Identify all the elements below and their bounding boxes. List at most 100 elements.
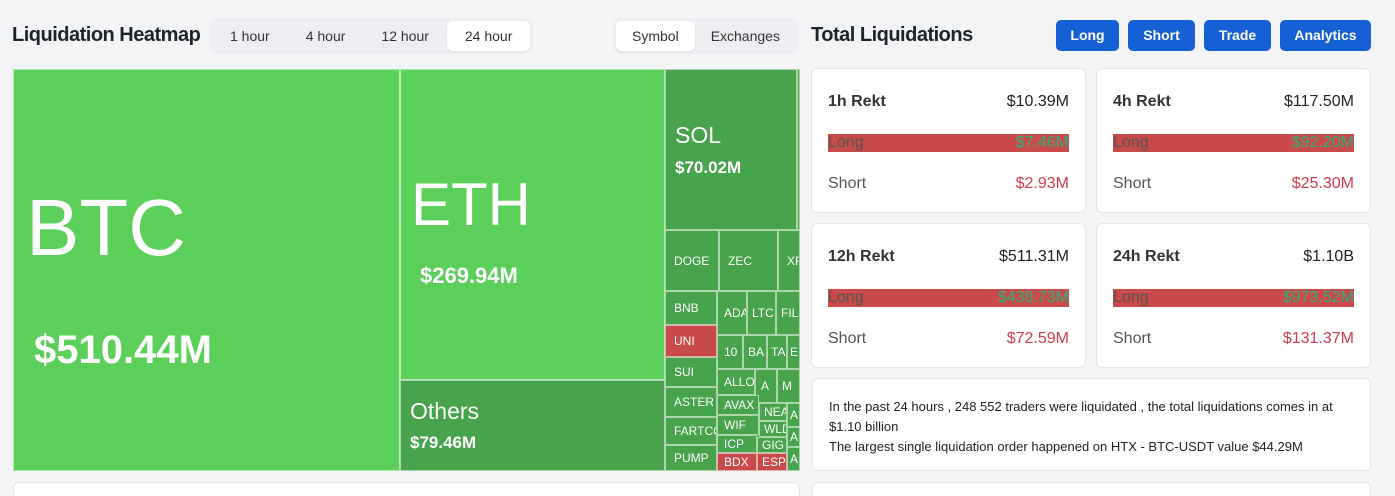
rekt-label: 4h Rekt xyxy=(1113,93,1171,110)
tab-exchanges[interactable]: Exchanges xyxy=(710,28,780,44)
tile-zec[interactable]: ZEC xyxy=(719,230,778,291)
rekt-card-12h: 12h Rekt $511.31M Long $438.73M Short $72.5… xyxy=(811,223,1086,368)
tile-pump-symbol: PUMP xyxy=(674,451,709,465)
long-value: $92.20M xyxy=(1291,134,1354,151)
analytics-button[interactable]: Analytics xyxy=(1280,20,1371,51)
tile-near-symbol: NEA xyxy=(764,405,787,419)
short-value: $72.59M xyxy=(1006,330,1069,347)
tile-wif-symbol: WIF xyxy=(724,418,746,432)
tile-avax-symbol: AVAX xyxy=(724,398,755,412)
short-value: $2.93M xyxy=(1015,175,1069,192)
tile-others[interactable]: Others $79.46M xyxy=(400,380,665,471)
tile-a4[interactable]: A xyxy=(787,447,800,471)
tile-wif[interactable]: WIF xyxy=(717,415,759,435)
bottom-panel-left xyxy=(13,482,800,496)
long-label: Long xyxy=(1113,134,1149,151)
time-range-selector: 1 hour 4 hour 12 hour 24 hour xyxy=(209,18,534,54)
rekt-label: 12h Rekt xyxy=(828,248,895,265)
short-label: Short xyxy=(828,330,867,347)
tile-10[interactable]: 10 xyxy=(717,335,743,369)
tile-eth-value: $269.94M xyxy=(420,263,518,288)
tile-ada[interactable]: ADA xyxy=(717,291,747,335)
tile-fartcoin-symbol: FARTCO xyxy=(674,424,716,438)
tile-others-value: $79.46M xyxy=(410,433,477,452)
rekt-label: 1h Rekt xyxy=(828,93,886,110)
tile-icp[interactable]: ICP xyxy=(717,435,757,453)
tile-ta[interactable]: TA xyxy=(767,335,787,369)
heatmap-title: Liquidation Heatmap xyxy=(12,24,201,46)
short-button[interactable]: Short xyxy=(1128,20,1195,51)
tile-bnb-symbol: BNB xyxy=(674,301,699,315)
tile-gig[interactable]: GIG xyxy=(757,437,787,453)
action-buttons: Long Short Trade Analytics xyxy=(1056,20,1371,51)
tile-doge[interactable]: DOGE xyxy=(665,230,719,291)
tile-m-symbol: M xyxy=(782,379,792,393)
tile-a3-symbol: A xyxy=(790,430,799,444)
tile-wld[interactable]: WLD xyxy=(759,421,787,437)
tile-btc-symbol: BTC xyxy=(26,183,186,272)
tile-e-symbol: E xyxy=(790,345,799,359)
tile-wld-symbol: WLD xyxy=(764,422,786,436)
tile-aster-symbol: ASTER xyxy=(674,395,715,409)
tile-xrp-symbol: XR xyxy=(787,253,799,268)
long-button[interactable]: Long xyxy=(1056,20,1119,51)
tile-ta-symbol: TA xyxy=(771,345,786,359)
short-value: $131.37M xyxy=(1282,330,1354,347)
summary-line-1: In the past 24 hours , 248 552 traders w… xyxy=(829,399,1333,434)
tab-4-hour[interactable]: 4 hour xyxy=(305,28,346,44)
tile-eth-symbol: ETH xyxy=(411,171,531,238)
tile-a2[interactable]: A xyxy=(787,403,800,427)
tile-a3[interactable]: A xyxy=(787,427,800,447)
tile-fil-symbol: FIL xyxy=(781,306,799,320)
tab-12-hour[interactable]: 12 hour xyxy=(381,28,429,44)
tile-bdx[interactable]: BDX xyxy=(717,453,757,471)
tile-sui-symbol: SUI xyxy=(674,365,695,379)
tile-a1[interactable]: A xyxy=(755,369,777,403)
tile-fartcoin[interactable]: FARTCO xyxy=(665,417,717,445)
tile-uni[interactable]: UNI xyxy=(665,325,717,357)
tile-m[interactable]: M xyxy=(777,369,800,403)
tile-bnb[interactable]: BNB xyxy=(665,291,717,325)
tile-e[interactable]: E xyxy=(787,335,800,369)
tile-sol-value: $70.02M xyxy=(675,158,742,177)
short-value: $25.30M xyxy=(1291,175,1354,192)
tile-allo[interactable]: ALLO xyxy=(717,369,755,395)
tile-xrp[interactable]: XR xyxy=(778,230,800,291)
tile-pump[interactable]: PUMP xyxy=(665,445,717,471)
rekt-card-24h: 24h Rekt $1.10B Long $973.52M Short $131.37… xyxy=(1096,223,1371,368)
rekt-total: $10.39M xyxy=(1006,93,1069,110)
tile-doge-symbol: DOGE xyxy=(674,253,710,268)
rekt-card-4h: 4h Rekt $117.50M Long $92.20M Short $25.30M xyxy=(1096,68,1371,213)
tab-symbol[interactable]: Symbol xyxy=(616,21,695,51)
long-label: Long xyxy=(828,134,864,151)
tile-near[interactable]: NEA xyxy=(759,403,787,421)
tile-ltc[interactable]: LTC xyxy=(747,291,776,335)
rekt-total: $511.31M xyxy=(999,248,1069,265)
tile-allo-symbol: ALLO xyxy=(724,375,755,389)
tile-tiny xyxy=(797,69,800,230)
tile-sui[interactable]: SUI xyxy=(665,357,717,387)
tile-btc[interactable]: BTC $510.44M xyxy=(13,69,400,471)
tile-fil[interactable]: FIL xyxy=(776,291,800,335)
tile-eth[interactable]: ETH $269.94M xyxy=(400,69,665,380)
tile-ba[interactable]: BA xyxy=(743,335,767,369)
trade-button[interactable]: Trade xyxy=(1204,20,1271,51)
tile-esp[interactable]: ESP xyxy=(757,453,787,471)
tile-sol-symbol: SOL xyxy=(675,122,722,148)
tile-uni-symbol: UNI xyxy=(674,334,695,348)
liquidation-summary: In the past 24 hours , 248 552 traders w… xyxy=(812,378,1371,471)
short-label: Short xyxy=(1113,330,1152,347)
long-value: $438.73M xyxy=(997,289,1069,306)
tile-a4-symbol: A xyxy=(790,452,799,466)
bottom-panel-right xyxy=(812,482,1371,496)
rekt-total: $117.50M xyxy=(1284,93,1354,110)
long-label: Long xyxy=(828,289,864,306)
tab-1-hour[interactable]: 1 hour xyxy=(230,28,270,44)
long-value: $7.46M xyxy=(1015,134,1069,151)
tile-gig-symbol: GIG xyxy=(762,438,785,452)
tile-avax[interactable]: AVAX xyxy=(717,395,759,415)
tile-ba-symbol: BA xyxy=(748,345,765,359)
tab-24-hour[interactable]: 24 hour xyxy=(446,21,531,51)
tile-aster[interactable]: ASTER xyxy=(665,387,717,417)
tile-sol[interactable]: SOL $70.02M xyxy=(665,69,797,230)
